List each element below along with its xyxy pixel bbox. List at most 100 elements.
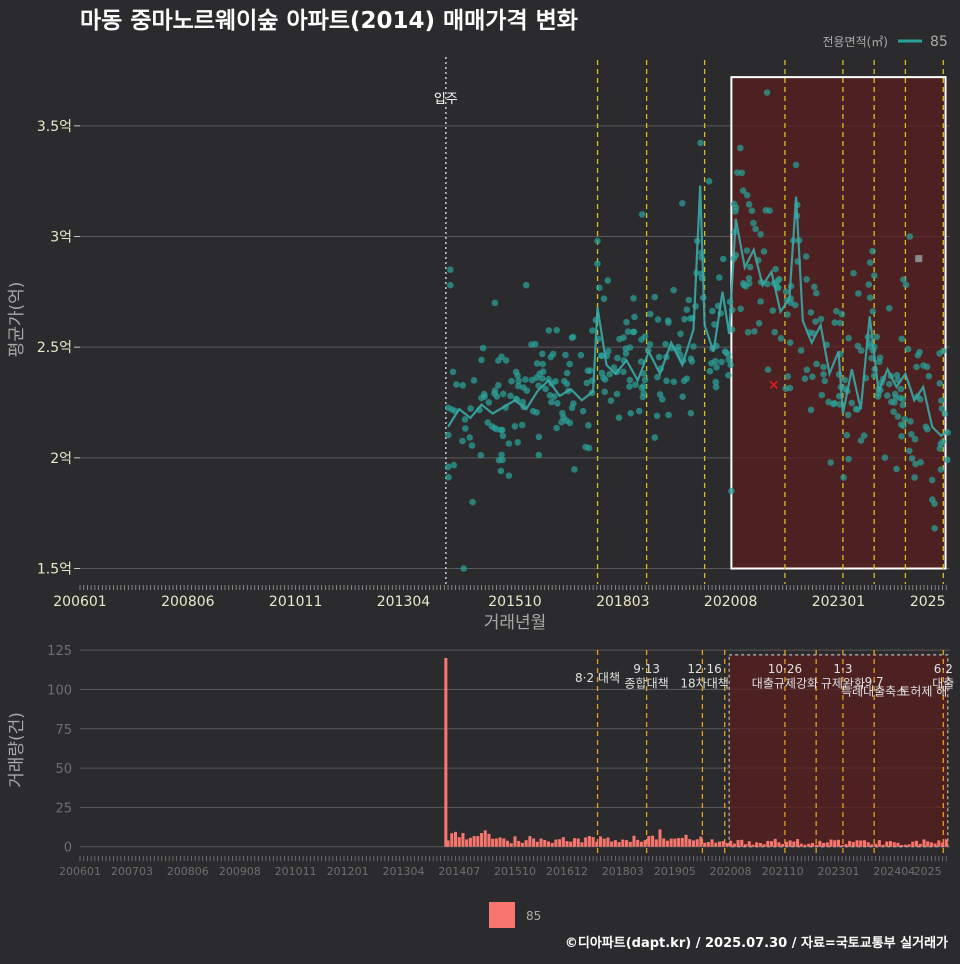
data-point bbox=[762, 207, 770, 214]
volume-bar bbox=[866, 842, 870, 847]
volume-bar bbox=[844, 844, 848, 847]
data-point bbox=[512, 368, 520, 376]
data-point bbox=[654, 316, 662, 323]
data-point bbox=[467, 405, 474, 412]
data-point bbox=[944, 456, 951, 464]
data-point bbox=[876, 358, 883, 366]
data-point bbox=[568, 334, 576, 342]
data-point bbox=[488, 423, 496, 430]
volume-bar bbox=[636, 839, 640, 847]
data-point bbox=[554, 400, 561, 407]
data-point bbox=[566, 360, 573, 368]
data-point bbox=[718, 358, 725, 366]
data-point bbox=[782, 385, 789, 393]
volume-bar bbox=[710, 839, 714, 847]
data-point bbox=[764, 366, 772, 374]
volume-bar bbox=[907, 844, 911, 847]
volume-bar bbox=[814, 844, 818, 847]
volume-bar bbox=[621, 839, 625, 847]
data-point bbox=[811, 283, 818, 291]
data-point bbox=[737, 305, 744, 313]
data-point bbox=[724, 351, 732, 358]
data-point bbox=[632, 381, 639, 389]
x-tick-label: 202301 bbox=[812, 594, 865, 610]
data-point bbox=[508, 377, 515, 385]
data-point bbox=[886, 380, 893, 388]
data-point bbox=[893, 371, 901, 379]
data-point bbox=[594, 237, 601, 245]
policy-annotation: 12·16 bbox=[687, 662, 721, 676]
data-point bbox=[547, 353, 555, 361]
x-tick-label: 201304 bbox=[377, 594, 431, 610]
data-point bbox=[514, 439, 521, 446]
data-point bbox=[857, 437, 865, 444]
x-tick-label: 201011 bbox=[269, 594, 322, 610]
data-point bbox=[900, 422, 907, 430]
policy-annotation: 규제완화 bbox=[821, 676, 865, 690]
data-point bbox=[687, 355, 695, 363]
policy-annotation: 토허제 해 bbox=[899, 685, 947, 699]
volume-bar bbox=[933, 843, 937, 847]
data-point bbox=[869, 308, 877, 315]
x-tick-label: 201612 bbox=[546, 865, 588, 878]
data-point bbox=[681, 315, 688, 323]
data-point bbox=[615, 414, 623, 422]
data-point bbox=[709, 307, 716, 315]
data-point bbox=[459, 382, 467, 389]
data-point bbox=[636, 407, 643, 415]
volume-bar bbox=[699, 836, 703, 847]
data-point bbox=[900, 276, 907, 283]
data-point bbox=[899, 401, 907, 409]
data-point bbox=[559, 409, 566, 417]
data-point bbox=[838, 310, 846, 318]
x-tick-label: 200908 bbox=[219, 865, 261, 878]
volume-bar bbox=[747, 841, 751, 847]
data-point bbox=[495, 357, 502, 364]
data-point bbox=[659, 396, 666, 403]
volume-bar bbox=[799, 843, 803, 847]
data-point bbox=[801, 375, 809, 383]
data-point bbox=[627, 410, 634, 417]
x-tick-label: 202404 bbox=[873, 865, 915, 878]
data-point bbox=[624, 328, 632, 336]
data-point bbox=[646, 341, 654, 348]
legend-title: 전용면적(㎡) bbox=[822, 35, 888, 49]
data-point bbox=[745, 201, 753, 208]
volume-bar bbox=[565, 841, 569, 847]
data-point bbox=[803, 276, 810, 283]
data-point bbox=[772, 265, 779, 273]
data-point bbox=[533, 360, 541, 367]
volume-bar bbox=[714, 842, 718, 847]
data-point bbox=[843, 431, 851, 439]
data-point bbox=[662, 340, 669, 348]
volume-bar bbox=[792, 841, 796, 847]
data-point bbox=[499, 426, 506, 434]
data-point bbox=[647, 310, 654, 318]
volume-bar bbox=[539, 838, 543, 847]
data-point bbox=[670, 286, 677, 294]
volume-bar bbox=[576, 838, 580, 847]
volume-bar bbox=[717, 841, 722, 847]
volume-bar bbox=[922, 839, 926, 847]
data-point bbox=[902, 281, 910, 289]
y-tick-label: 25 bbox=[55, 801, 72, 816]
volume-bar bbox=[580, 842, 584, 847]
volume-bar bbox=[822, 843, 826, 847]
volume-bar bbox=[572, 838, 577, 847]
data-point bbox=[462, 425, 469, 432]
data-point bbox=[466, 434, 474, 441]
data-point bbox=[607, 397, 615, 405]
data-point bbox=[820, 370, 827, 378]
data-point bbox=[760, 248, 768, 255]
bar-legend-swatch bbox=[489, 902, 515, 928]
data-point bbox=[586, 367, 594, 374]
volume-bar bbox=[784, 841, 788, 847]
data-point bbox=[495, 456, 503, 464]
data-point bbox=[499, 390, 507, 398]
y-tick-label: 2억 bbox=[50, 451, 72, 467]
data-point bbox=[782, 288, 790, 296]
data-point bbox=[712, 378, 719, 386]
data-point bbox=[582, 443, 589, 451]
